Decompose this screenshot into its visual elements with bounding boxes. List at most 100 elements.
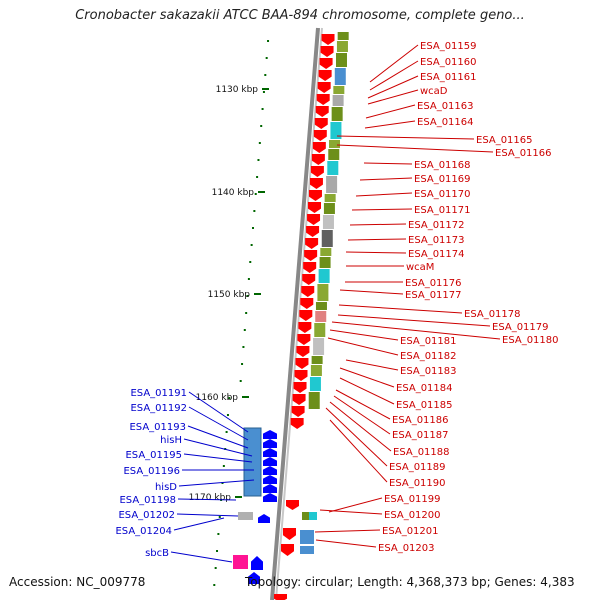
reverse-gene-label: ESA_01196	[123, 466, 180, 477]
ruler-minor-tick	[267, 40, 270, 42]
feature-track-block	[311, 356, 323, 364]
feature-track-block	[334, 68, 346, 85]
forward-gene-arrow	[308, 190, 322, 201]
forward-gene-arrow	[320, 46, 334, 57]
forward-gene-leader-line	[367, 75, 419, 99]
forward-gene-arrow	[314, 118, 328, 129]
ruler-label: 1130 kbp	[216, 85, 259, 95]
feature-track-block	[243, 427, 262, 497]
forward-gene-leader-line	[369, 60, 419, 91]
forward-gene-arrow	[302, 274, 316, 285]
forward-gene-arrow	[300, 298, 314, 309]
forward-gene-leader-line	[335, 389, 391, 420]
forward-gene-label: ESA_01182	[400, 351, 457, 362]
forward-gene-label: ESA_01178	[464, 309, 521, 320]
forward-gene-label: ESA_01176	[405, 278, 462, 289]
forward-gene-label: ESA_01165	[476, 135, 533, 146]
reverse-gene-label: ESA_01195	[125, 450, 182, 461]
ruler-minor-tick	[216, 550, 219, 552]
forward-gene-leader-line	[364, 120, 416, 129]
topology-text: Topology: circular; Length: 4,368,373 bp…	[245, 575, 575, 589]
forward-gene-arrow	[297, 334, 311, 345]
forward-gene-leader-line	[355, 192, 413, 197]
feature-track-block	[323, 203, 335, 214]
forward-gene-arrow	[283, 528, 296, 540]
ruler-minor-tick	[251, 227, 254, 229]
feature-track-block	[328, 140, 340, 148]
feature-track-block	[322, 215, 334, 229]
feature-track-block	[326, 176, 338, 193]
forward-gene-leader-line	[314, 529, 381, 533]
ruler-minor-tick	[225, 431, 228, 433]
forward-gene-leader-line	[345, 251, 407, 254]
reverse-gene-label: ESA_01193	[129, 422, 186, 433]
forward-gene-arrow	[310, 166, 324, 177]
forward-gene-label: ESA_01201	[382, 526, 439, 537]
forward-gene-label: ESA_01164	[417, 117, 474, 128]
ruler-minor-tick	[258, 142, 261, 144]
reverse-gene-arrow	[263, 457, 277, 466]
ruler-minor-tick	[260, 125, 263, 127]
forward-gene-leader-line	[339, 367, 395, 388]
forward-gene-arrow	[298, 322, 312, 333]
reverse-gene-leader-line	[187, 425, 249, 449]
forward-gene-leader-line	[329, 419, 388, 483]
forward-gene-arrow	[318, 70, 332, 81]
forward-gene-label: ESA_01172	[408, 220, 465, 231]
forward-gene-arrow	[296, 346, 310, 357]
feature-track-block	[328, 149, 340, 160]
feature-track-block	[314, 323, 326, 337]
ruler-minor-tick	[242, 346, 245, 348]
forward-gene-label: wcaM	[406, 262, 434, 273]
reverse-gene-label: sbcB	[145, 548, 169, 559]
ruler-minor-tick	[247, 278, 250, 280]
forward-gene-label: ESA_01174	[408, 249, 465, 260]
reverse-gene-leader-line	[188, 391, 249, 433]
forward-gene-arrow	[299, 310, 313, 321]
reverse-gene-arrow	[263, 493, 277, 502]
forward-gene-leader-line	[363, 162, 413, 165]
feature-track-block	[313, 338, 325, 355]
forward-gene-label: ESA_01185	[396, 400, 453, 411]
forward-gene-arrow	[313, 130, 327, 141]
feature-track-block	[238, 512, 253, 520]
feature-track-block	[315, 302, 327, 310]
feature-track-block	[317, 284, 329, 301]
reverse-gene-arrow	[248, 572, 260, 584]
forward-gene-leader-line	[331, 321, 501, 340]
ruler-minor-tick	[213, 584, 216, 586]
forward-gene-label: ESA_01203	[378, 543, 435, 554]
ruler-label: 1160 kbp	[196, 393, 239, 403]
forward-gene-arrow	[306, 226, 320, 237]
forward-gene-arrow	[319, 58, 333, 69]
forward-gene-leader-line	[325, 407, 388, 467]
forward-gene-label: ESA_01189	[389, 462, 446, 473]
reverse-gene-label: ESA_01191	[130, 388, 187, 399]
forward-gene-label: ESA_01166	[495, 148, 552, 159]
ruler-major-tick	[262, 88, 269, 90]
ruler-minor-tick	[214, 567, 217, 569]
reverse-gene-label: ESA_01198	[119, 495, 176, 506]
reverse-gene-label: hisH	[160, 435, 182, 446]
forward-gene-arrow	[317, 82, 331, 93]
feature-track-block	[335, 53, 347, 67]
reverse-gene-leader-line	[176, 513, 239, 517]
forward-gene-arrow	[312, 142, 326, 153]
forward-gene-label: ESA_01187	[392, 430, 449, 441]
ruler-minor-tick	[249, 261, 252, 263]
ruler-major-tick	[235, 496, 242, 498]
feature-track-block	[337, 32, 349, 40]
reverse-gene-leader-line	[178, 479, 255, 487]
forward-gene-arrow	[315, 106, 329, 117]
forward-gene-leader-line	[336, 135, 475, 140]
ruler-minor-tick	[226, 414, 229, 416]
forward-gene-label: ESA_01179	[492, 322, 549, 333]
forward-gene-leader-line	[336, 144, 494, 153]
forward-gene-label: ESA_01200	[384, 510, 441, 521]
forward-gene-arrow	[281, 544, 294, 556]
forward-gene-arrow	[303, 262, 317, 273]
reverse-gene-leader-line	[177, 498, 237, 501]
forward-gene-label: ESA_01177	[405, 290, 462, 301]
